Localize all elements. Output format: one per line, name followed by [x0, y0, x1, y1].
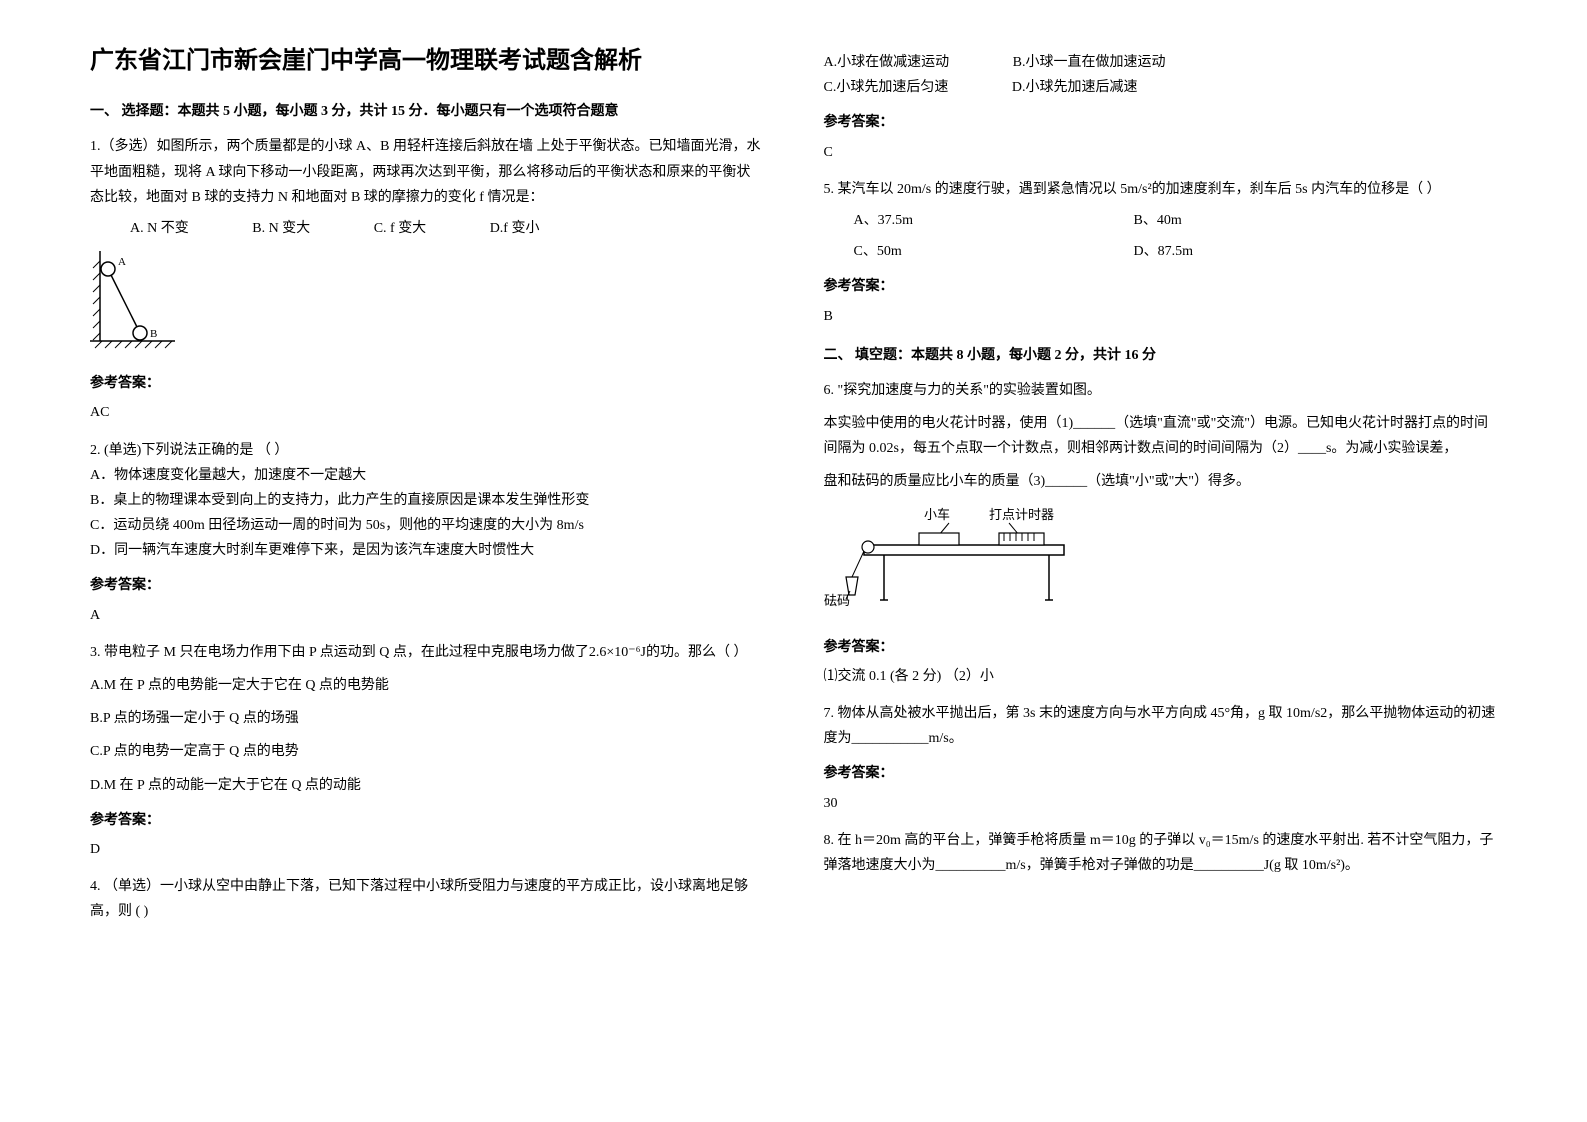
- q4-options: A.小球在做减速运动 B.小球一直在做加速运动 C.小球先加速后匀速 D.小球先…: [824, 50, 1498, 100]
- q6-label-car: 小车: [924, 507, 950, 522]
- question-7: 7. 物体从高处被水平抛出后，第 3s 末的速度方向与水平方向成 45°角，g …: [824, 701, 1498, 751]
- q3-opt-d: D.M 在 P 点的动能一定大于它在 Q 点的动能: [90, 773, 764, 798]
- question-8: 8. 在 h＝20m 高的平台上，弹簧手枪将质量 m＝10g 的子弹以 v₀＝1…: [824, 828, 1498, 878]
- q5-opt-a: A、37.5m: [854, 208, 1134, 233]
- answer-2: A: [90, 603, 764, 628]
- q4-opt-a: A.小球在做减速运动: [824, 50, 950, 75]
- question-2: 2. (单选)下列说法正确的是 （ ） A．物体速度变化量越大，加速度不一定越大…: [90, 438, 764, 564]
- q2-stem: 2. (单选)下列说法正确的是 （ ）: [90, 438, 764, 463]
- q2-opt-c: C．运动员绕 400m 田径场运动一周的时间为 50s，则他的平均速度的大小为 …: [90, 513, 764, 538]
- page-title: 广东省江门市新会崖门中学高一物理联考试题含解析: [90, 40, 764, 83]
- question-3: 3. 带电粒子 M 只在电场力作用下由 P 点运动到 Q 点，在此过程中克服电场…: [90, 640, 764, 798]
- q1-opt-b: B. N 变大: [252, 216, 310, 241]
- answer-label-5: 参考答案：: [824, 274, 1498, 299]
- q3-opt-c: C.P 点的电势一定高于 Q 点的电势: [90, 739, 764, 764]
- answer-4: C: [824, 140, 1498, 165]
- q6-p1: 本实验中使用的电火花计时器，使用（1)______（选填"直流"或"交流"）电源…: [824, 411, 1498, 461]
- q4-stem: 4. （单选）一小球从空中由静止下落，已知下落过程中小球所受阻力与速度的平方成正…: [90, 879, 748, 919]
- q6-figure: 小车 打点计时器: [824, 505, 1498, 625]
- q6-label-timer: 打点计时器: [989, 507, 1054, 522]
- q3-exponent: 2.6×10⁻⁶J: [589, 645, 646, 660]
- svg-text:A: A: [118, 256, 126, 268]
- q8-stem: 8. 在 h＝20m 高的平台上，弹簧手枪将质量 m＝10g 的子弹以 v₀＝1…: [824, 833, 1494, 873]
- q1-opt-a: A. N 不变: [130, 216, 189, 241]
- answer-3: D: [90, 837, 764, 862]
- q5-stem: 5. 某汽车以 20m/s 的速度行驶，遇到紧急情况以 5m/s²的加速度刹车，…: [824, 177, 1498, 202]
- section-2-heading: 二、 填空题：本题共 8 小题，每小题 2 分，共计 16 分: [824, 343, 1498, 368]
- question-4: 4. （单选）一小球从空中由静止下落，已知下落过程中小球所受阻力与速度的平方成正…: [90, 874, 764, 924]
- q3-opt-a: A.M 在 P 点的电势能一定大于它在 Q 点的电势能: [90, 673, 764, 698]
- q7-stem: 7. 物体从高处被水平抛出后，第 3s 末的速度方向与水平方向成 45°角，g …: [824, 706, 1496, 746]
- answer-7: 30: [824, 791, 1498, 816]
- q6-label-weight: 砝码: [824, 593, 850, 608]
- q3-stem-1: 3. 带电粒子 M 只在电场力作用下由 P 点运动到 Q 点，在此过程中克服电场…: [90, 645, 589, 660]
- q4-opt-c: C.小球先加速后匀速: [824, 75, 949, 100]
- question-6: 6. "探究加速度与力的关系"的实验装置如图。 本实验中使用的电火花计时器，使用…: [824, 378, 1498, 625]
- q1-options: A. N 不变 B. N 变大 C. f 变大 D.f 变小: [130, 216, 764, 241]
- answer-6: ⑴交流 0.1 (各 2 分) （2）小: [824, 664, 1498, 689]
- q4-opt-b: B.小球一直在做加速运动: [1013, 50, 1166, 75]
- q2-opt-b: B．桌上的物理课本受到向上的支持力，此力产生的直接原因是课本发生弹性形变: [90, 488, 764, 513]
- answer-1: AC: [90, 400, 764, 425]
- q6-p2: 盘和砝码的质量应比小车的质量（3)______（选填"小"或"大"）得多。: [824, 469, 1498, 494]
- q3-stem-2: 的功。那么（ ）: [646, 645, 748, 660]
- q6-stem: 6. "探究加速度与力的关系"的实验装置如图。: [824, 378, 1498, 403]
- q1-opt-c: C. f 变大: [374, 216, 427, 241]
- answer-label-4: 参考答案：: [824, 110, 1498, 135]
- q2-opt-d: D．同一辆汽车速度大时刹车更难停下来，是因为该汽车速度大时惯性大: [90, 538, 764, 563]
- q3-opt-b: B.P 点的场强一定小于 Q 点的场强: [90, 706, 764, 731]
- answer-label-6: 参考答案：: [824, 635, 1498, 660]
- q4-opt-d: D.小球先加速后减速: [1012, 75, 1138, 100]
- section-1-heading: 一、 选择题：本题共 5 小题，每小题 3 分，共计 15 分．每小题只有一个选…: [90, 99, 764, 124]
- question-5: 5. 某汽车以 20m/s 的速度行驶，遇到紧急情况以 5m/s²的加速度刹车，…: [824, 177, 1498, 265]
- q5-opt-d: D、87.5m: [1134, 239, 1194, 264]
- q5-opt-c: C、50m: [854, 239, 1134, 264]
- q1-opt-d: D.f 变小: [490, 216, 540, 241]
- answer-label-7: 参考答案：: [824, 761, 1498, 786]
- q2-opt-a: A．物体速度变化量越大，加速度不一定越大: [90, 463, 764, 488]
- answer-label-1: 参考答案：: [90, 371, 764, 396]
- svg-text:B: B: [150, 328, 157, 340]
- answer-5: B: [824, 304, 1498, 329]
- answer-label-2: 参考答案：: [90, 573, 764, 598]
- question-1: 1.（多选）如图所示，两个质量都是的小球 A、B 用轻杆连接后斜放在墙 上处于平…: [90, 134, 764, 361]
- q1-stem: 1.（多选）如图所示，两个质量都是的小球 A、B 用轻杆连接后斜放在墙 上处于平…: [90, 139, 760, 204]
- q1-figure: A B: [90, 251, 764, 361]
- q5-opt-b: B、40m: [1134, 208, 1182, 233]
- answer-label-3: 参考答案：: [90, 808, 764, 833]
